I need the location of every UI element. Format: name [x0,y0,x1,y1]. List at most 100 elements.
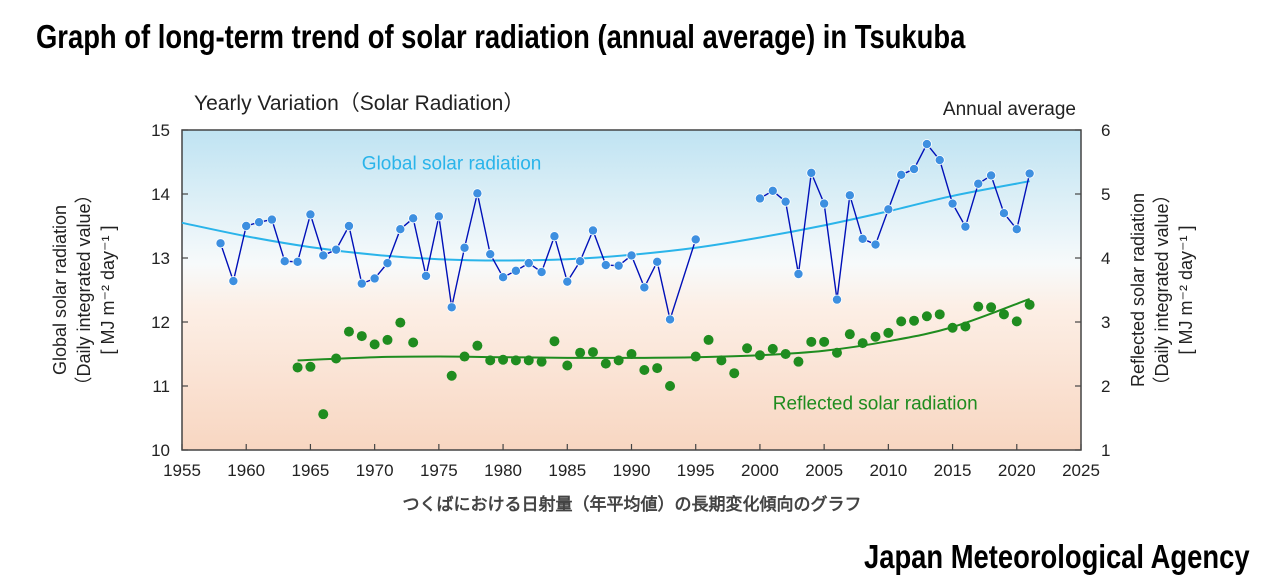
reflected-radiation-point [754,350,765,361]
x-tick-label: 2025 [1062,461,1100,480]
x-tick-label: 1995 [677,461,715,480]
reflected-radiation-point [896,316,907,327]
reflected-radiation-point [318,409,329,420]
reflected-radiation-point [523,355,534,366]
reflected-radiation-point [947,322,958,333]
global-radiation-point [446,302,457,313]
x-tick-label: 2015 [934,461,972,480]
y-left-tick-label: 15 [151,121,170,140]
global-radiation-point [510,265,521,276]
global-radiation-point [986,170,997,181]
y-left-tick-label: 14 [151,185,170,204]
x-tick-label: 1965 [292,461,330,480]
y-axis-right-label-1: Reflected solar radiation [1128,193,1148,387]
global-radiation-point [343,220,354,231]
reflected-radiation-point [909,315,920,326]
reflected-series-label: Reflected solar radiation [773,394,978,415]
reflected-radiation-point [626,349,637,359]
global-radiation-point [241,220,252,231]
reflected-radiation-point [806,336,817,347]
global-radiation-point [421,270,432,281]
reflected-radiation-point [652,363,663,374]
reflected-radiation-point [819,336,830,347]
global-radiation-point [472,188,483,199]
reflected-radiation-point [998,309,1009,320]
global-radiation-point [1024,168,1035,179]
x-tick-label: 1985 [548,461,586,480]
reflected-radiation-point [690,351,701,362]
global-radiation-point [356,278,367,289]
x-tick-label: 2005 [805,461,843,480]
y-axis-right-label-3: [ MJ m⁻² day⁻¹ ] [1176,225,1196,354]
global-radiation-point [254,217,265,228]
reflected-radiation-point [331,353,342,364]
global-radiation-point [844,190,855,201]
global-radiation-point [485,249,496,260]
global-radiation-point [767,185,778,196]
reflected-radiation-point [921,311,932,322]
global-radiation-point [819,198,830,209]
global-radiation-point [973,178,984,189]
y-right-tick-label: 4 [1101,249,1110,268]
reflected-radiation-point [562,360,573,371]
global-series-label: Global solar radiation [362,154,542,175]
reflected-radiation-point [703,334,714,345]
global-radiation-point [652,256,663,267]
reflected-radiation-point [883,327,894,338]
global-radiation-point [921,139,932,150]
y-right-tick-label: 3 [1101,313,1110,332]
x-tick-label: 1980 [484,461,522,480]
y-axis-left-label-3: [ MJ m⁻² day⁻¹ ] [98,225,118,354]
reflected-radiation-point [510,355,521,366]
global-radiation-point [305,209,316,220]
global-radiation-point [215,238,226,249]
reflected-radiation-point [343,326,354,337]
global-trend-line [181,180,1030,262]
global-radiation-point [793,268,804,279]
x-tick-label: 1955 [163,461,201,480]
global-radiation-point [934,155,945,166]
global-radiation-point [523,258,534,269]
x-tick-label: 1960 [227,461,265,480]
y-left-tick-label: 12 [151,313,170,332]
global-radiation-point [754,193,765,204]
global-radiation-point [998,208,1009,219]
plot-background [181,129,1082,451]
reflected-radiation-point [729,368,740,379]
reflected-radiation-point [459,351,470,362]
reflected-radiation-point [395,317,406,328]
global-radiation-point [318,250,329,261]
y-left-tick-label: 11 [152,377,170,396]
reflected-radiation-point [575,347,586,358]
global-radiation-point [292,256,303,267]
chart-subtitle: Annual average [943,99,1076,120]
x-tick-label: 2000 [741,461,779,480]
y-left-tick-label: 10 [151,441,170,460]
global-radiation-point [382,258,393,269]
global-radiation-point [896,169,907,180]
x-tick-label: 1970 [356,461,394,480]
global-radiation-point [228,276,239,287]
reflected-radiation-point [408,337,419,348]
global-radiation-point [613,260,624,271]
global-radiation-point [395,224,406,235]
global-radiation-point [549,231,560,242]
reflected-radiation-point [369,339,380,350]
global-radiation-point [831,294,842,305]
y-axis-right-label-2: （Daily integrated value） [1152,185,1172,394]
reflected-radiation-point [549,336,560,347]
global-radiation-point [369,273,380,284]
reflected-radiation-point [934,309,945,320]
reflected-radiation-point [536,356,547,367]
reflected-radiation-point [716,355,727,366]
reflected-radiation-point [613,355,624,366]
global-radiation-point [498,272,509,283]
x-tick-label: 2010 [869,461,907,480]
x-tick-label: 1990 [613,461,651,480]
global-radiation-point [575,256,586,267]
reflected-radiation-point [665,381,676,391]
x-tick-label: 2020 [998,461,1036,480]
global-radiation-point [857,233,868,244]
global-radiation-point [587,225,598,236]
